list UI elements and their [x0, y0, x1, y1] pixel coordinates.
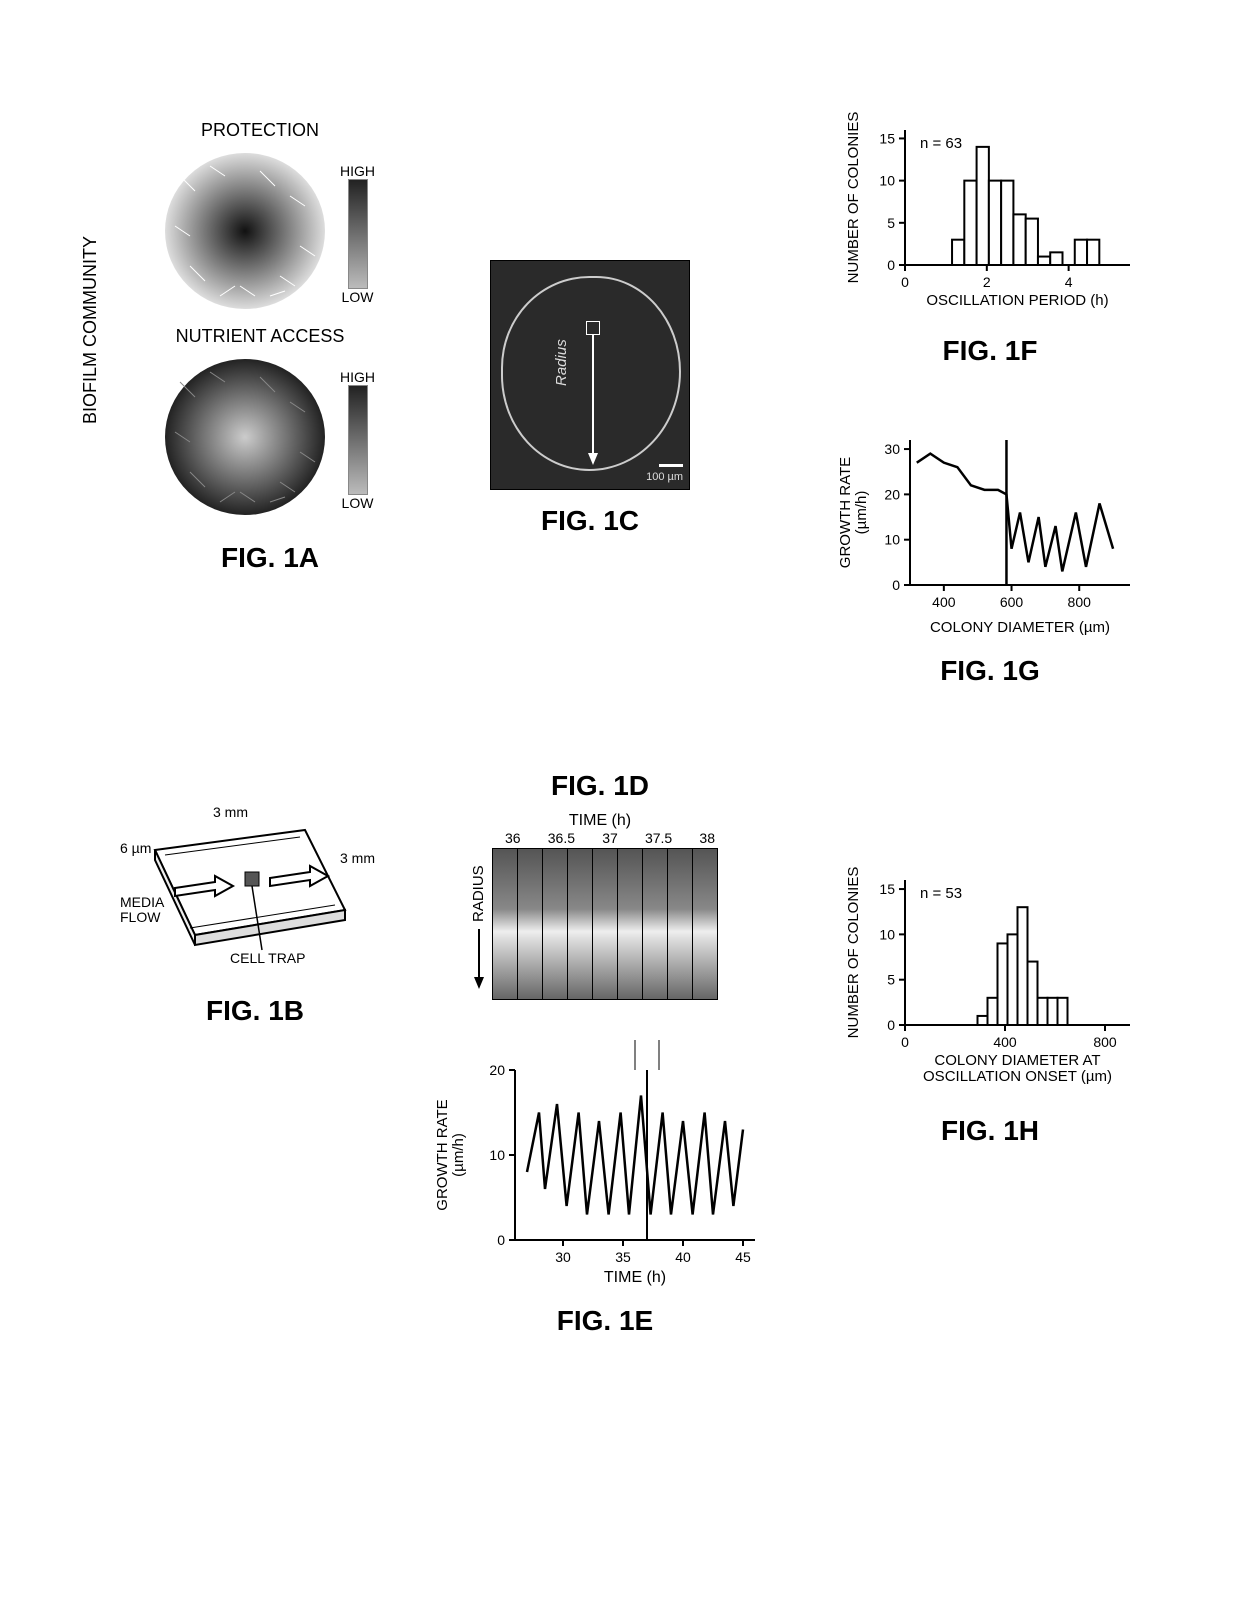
svg-text:GROWTH RATE(µm/h): GROWTH RATE(µm/h) [434, 1099, 467, 1210]
oscillation-histogram: 024051015n = 63OSCILLATION PERIOD (h)NUM… [840, 120, 1140, 320]
media-flow-label: MEDIA FLOW [120, 895, 180, 926]
dim-6um: 6 µm [120, 840, 151, 856]
svg-text:800: 800 [1068, 594, 1092, 610]
svg-text:0: 0 [887, 1017, 895, 1033]
biofilm-side-label: BIOFILM COMMUNITY [80, 200, 101, 460]
protection-title: PROTECTION [160, 120, 360, 141]
svg-text:0: 0 [497, 1232, 505, 1248]
grad-high-1: HIGH [340, 163, 375, 179]
svg-text:OSCILLATION ONSET (µm): OSCILLATION ONSET (µm) [923, 1068, 1112, 1085]
d-tick-2: 37 [602, 830, 618, 846]
svg-text:COLONY DIAMETER AT: COLONY DIAMETER AT [934, 1052, 1100, 1069]
svg-text:0: 0 [887, 257, 895, 273]
fig-1g: 400 600 800 0 10 20 30 COLONY DIAMETER (µm) GROW… [840, 430, 1140, 687]
fig-1e-label: FIG. 1E [445, 1305, 765, 1337]
svg-text:n = 63: n = 63 [920, 135, 962, 152]
fig-1c-label: FIG. 1C [490, 505, 690, 537]
fig-1c: Radius 100 µm FIG. 1C [490, 260, 690, 537]
grad-high-2: HIGH [340, 369, 375, 385]
svg-text:30: 30 [555, 1249, 571, 1265]
svg-text:10: 10 [489, 1147, 505, 1163]
svg-text:20: 20 [489, 1062, 505, 1078]
svg-text:10: 10 [879, 926, 895, 942]
fig-1b-label: FIG. 1B [105, 995, 405, 1027]
svg-text:30: 30 [884, 441, 900, 457]
dim-3mm-right: 3 mm [340, 850, 375, 866]
fig-1a: BIOFILM COMMUNITY PROTECTION HIGH LOW NU… [120, 120, 490, 574]
svg-text:5: 5 [887, 972, 895, 988]
svg-text:10: 10 [884, 532, 900, 548]
svg-text:NUMBER OF COLONIES: NUMBER OF COLONIES [845, 867, 862, 1039]
growth-diameter-chart: 400 600 800 0 10 20 30 COLONY DIAMETER (µm) GROW… [840, 430, 1140, 640]
fig-1a-label: FIG. 1A [160, 542, 380, 574]
growth-time-chart: 3035404501020TIME (h)GROWTH RATE(µm/h) [445, 1040, 765, 1290]
svg-text:45: 45 [735, 1249, 751, 1265]
d-tick-4: 38 [699, 830, 715, 846]
film-strip [492, 848, 718, 1000]
fig-1e: 3035404501020TIME (h)GROWTH RATE(µm/h) F… [445, 1040, 765, 1337]
svg-text:OSCILLATION PERIOD (h): OSCILLATION PERIOD (h) [926, 292, 1108, 309]
dim-3mm-top: 3 mm [213, 804, 248, 820]
svg-text:400: 400 [932, 594, 956, 610]
biofilm-top [160, 146, 330, 321]
time-h-title: TIME (h) [470, 812, 730, 830]
svg-text:400: 400 [993, 1034, 1017, 1050]
svg-text:0: 0 [901, 1034, 909, 1050]
fig-1f: 024051015n = 63OSCILLATION PERIOD (h)NUM… [840, 120, 1140, 367]
svg-text:0: 0 [901, 274, 909, 290]
svg-text:800: 800 [1093, 1034, 1117, 1050]
grad-low-1: LOW [342, 289, 374, 305]
gradient-bar-2 [348, 385, 368, 495]
svg-text:35: 35 [615, 1249, 631, 1265]
fig-1f-label: FIG. 1F [840, 335, 1140, 367]
svg-text:GROWTH RATE(µm/h): GROWTH RATE(µm/h) [837, 457, 870, 568]
fig-1b: 3 mm 3 mm 6 µm MEDIA FLOW CELL TRAP FIG.… [105, 800, 405, 1027]
fig-1h-label: FIG. 1H [840, 1115, 1140, 1147]
svg-text:4: 4 [1065, 274, 1073, 290]
d-tick-3: 37.5 [645, 830, 672, 846]
svg-text:20: 20 [884, 486, 900, 502]
svg-text:15: 15 [879, 881, 895, 897]
svg-text:15: 15 [879, 130, 895, 146]
fig-1g-label: FIG. 1G [840, 655, 1140, 687]
d-tick-0: 36 [505, 830, 521, 846]
svg-text:NUMBER OF COLONIES: NUMBER OF COLONIES [845, 112, 862, 284]
fig-1d-label: FIG. 1D [470, 770, 730, 802]
colony-image: Radius 100 µm [490, 260, 690, 490]
svg-text:0: 0 [892, 577, 900, 593]
d-tick-1: 36.5 [548, 830, 575, 846]
svg-text:600: 600 [1000, 594, 1024, 610]
radius-label: Radius [553, 339, 570, 386]
radius-side-label: RADIUS [470, 859, 487, 929]
nutrient-title: NUTRIENT ACCESS [160, 326, 360, 347]
svg-text:10: 10 [879, 173, 895, 189]
svg-text:40: 40 [675, 1249, 691, 1265]
svg-text:TIME (h): TIME (h) [604, 1269, 666, 1286]
grad-low-2: LOW [342, 495, 374, 511]
center-box [586, 321, 600, 335]
fig-1d: FIG. 1D TIME (h) 36 36.5 37 37.5 38 RADI… [470, 770, 730, 1000]
fig-1h: 0 400 800 0 5 10 15 n = 53 COLONY DIAMETER ATOSC… [840, 870, 1140, 1147]
scale-bar [659, 464, 683, 467]
svg-text:n = 53: n = 53 [920, 885, 962, 902]
svg-text:2: 2 [983, 274, 991, 290]
biofilm-bottom [160, 352, 330, 527]
scale-bar-label: 100 µm [646, 471, 683, 483]
svg-text:5: 5 [887, 215, 895, 231]
cell-trap-label: CELL TRAP [230, 950, 305, 966]
onset-histogram: 0 400 800 0 5 10 15 n = 53 COLONY DIAMETER ATOSC… [840, 870, 1140, 1100]
svg-text:COLONY DIAMETER (µm): COLONY DIAMETER (µm) [930, 619, 1110, 636]
gradient-bar-1 [348, 179, 368, 289]
